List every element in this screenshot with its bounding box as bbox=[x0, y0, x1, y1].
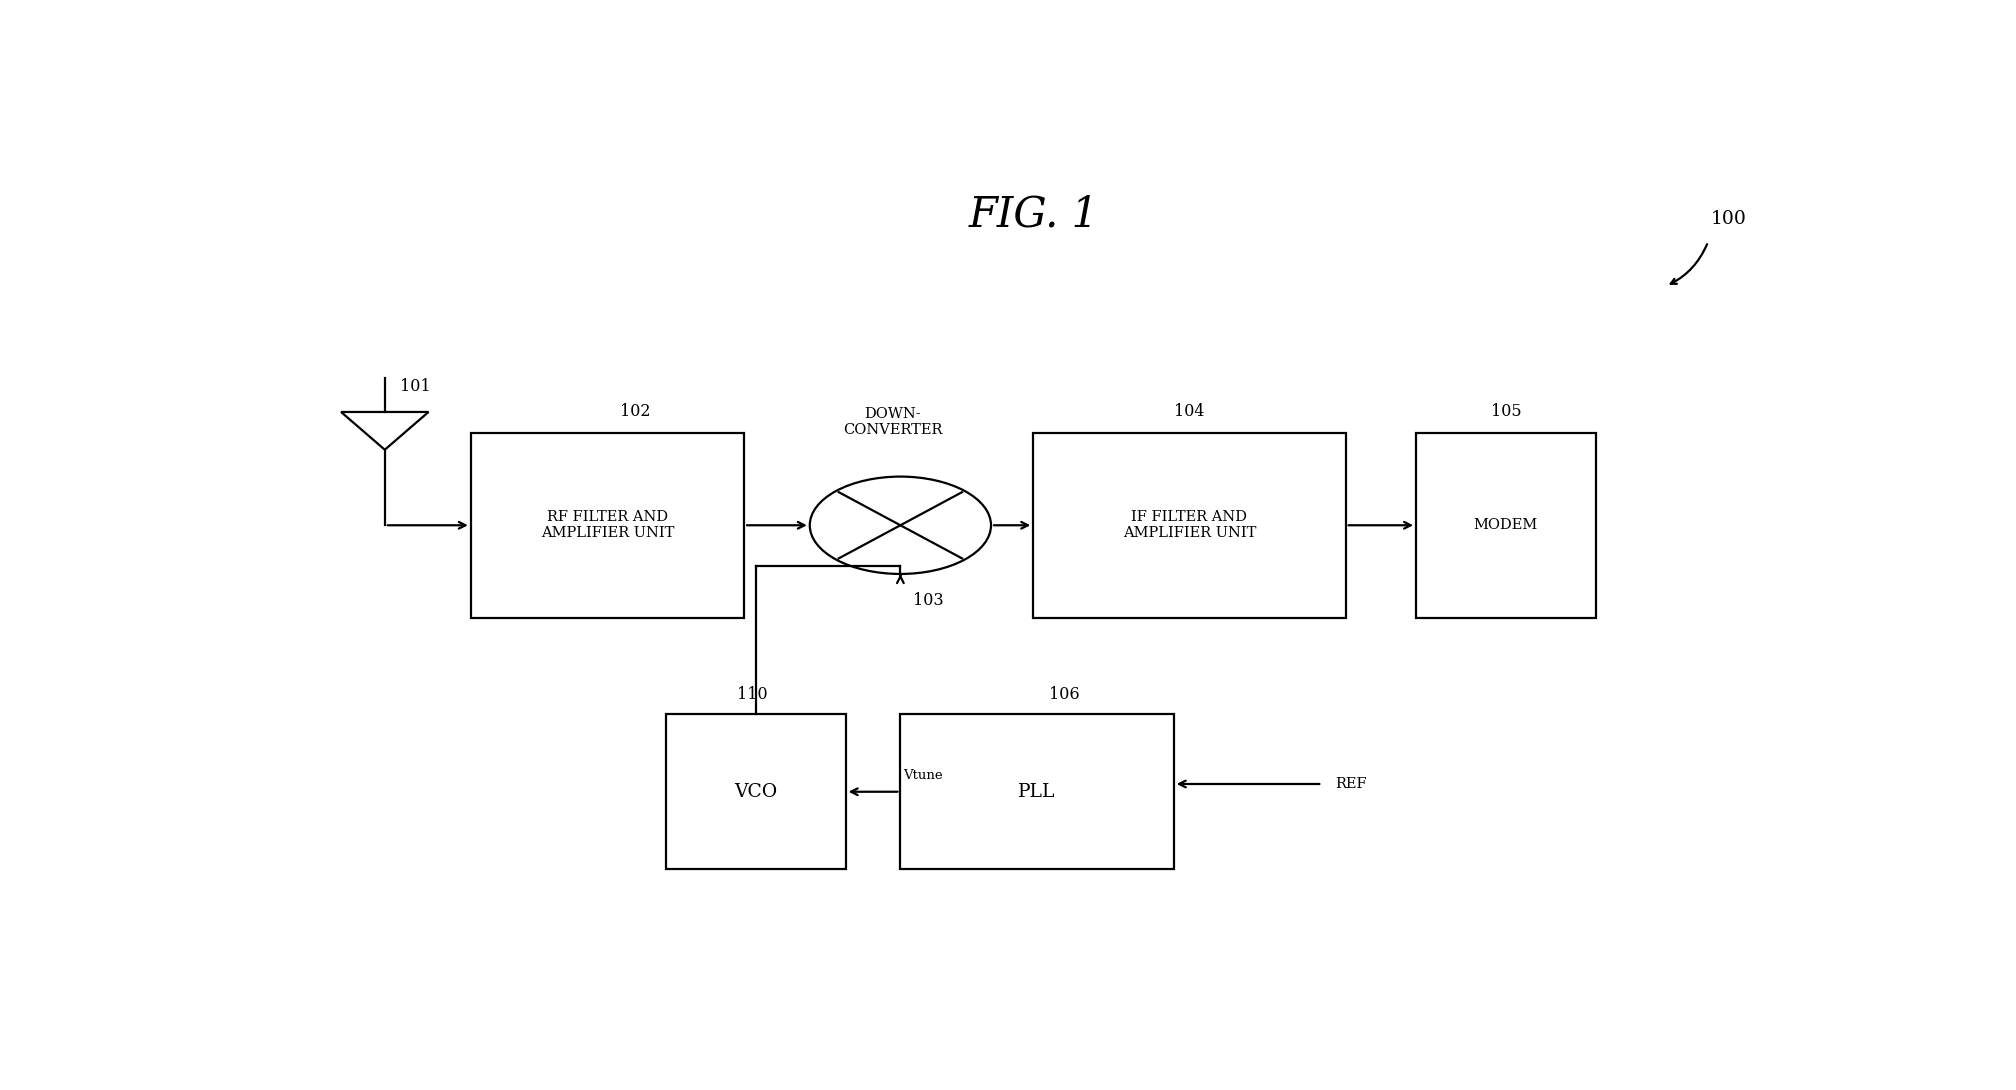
Text: DOWN-
CONVERTER: DOWN- CONVERTER bbox=[843, 407, 941, 437]
Text: IF FILTER AND
AMPLIFIER UNIT: IF FILTER AND AMPLIFIER UNIT bbox=[1123, 510, 1256, 541]
FancyBboxPatch shape bbox=[901, 714, 1173, 870]
Text: FIG. 1: FIG. 1 bbox=[968, 194, 1099, 235]
Text: 103: 103 bbox=[913, 592, 943, 609]
Text: 101: 101 bbox=[401, 378, 431, 396]
Text: 110: 110 bbox=[736, 687, 768, 703]
Text: MODEM: MODEM bbox=[1474, 518, 1538, 532]
Text: Vtune: Vtune bbox=[903, 768, 943, 782]
Text: 105: 105 bbox=[1492, 403, 1522, 421]
Text: 102: 102 bbox=[619, 403, 649, 421]
FancyBboxPatch shape bbox=[472, 433, 744, 618]
Text: 100: 100 bbox=[1710, 210, 1746, 228]
Text: VCO: VCO bbox=[734, 783, 778, 801]
FancyBboxPatch shape bbox=[1415, 433, 1597, 618]
Text: 106: 106 bbox=[1048, 687, 1081, 703]
Text: PLL: PLL bbox=[1018, 783, 1056, 801]
Text: RF FILTER AND
AMPLIFIER UNIT: RF FILTER AND AMPLIFIER UNIT bbox=[540, 510, 673, 541]
FancyBboxPatch shape bbox=[665, 714, 847, 870]
FancyBboxPatch shape bbox=[1032, 433, 1347, 618]
Text: REF: REF bbox=[1335, 777, 1367, 791]
Text: 104: 104 bbox=[1173, 403, 1206, 421]
